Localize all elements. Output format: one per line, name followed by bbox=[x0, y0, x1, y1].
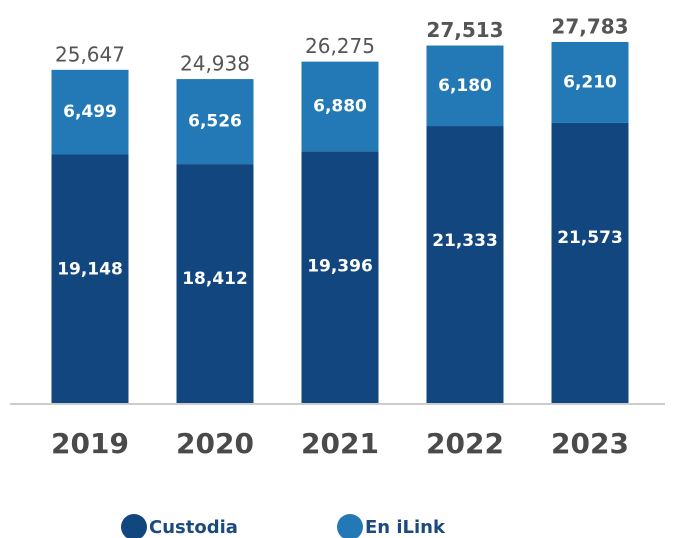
bar-segment bbox=[426, 126, 504, 405]
legend-label: En iLink bbox=[365, 517, 446, 538]
bar-segment bbox=[51, 154, 129, 404]
bar-segment bbox=[301, 61, 379, 152]
segment-label: 21,573 bbox=[557, 228, 623, 248]
bar-segment bbox=[551, 42, 629, 123]
bar-segment bbox=[426, 45, 504, 127]
bar-segment bbox=[176, 164, 254, 404]
legend-marker bbox=[337, 514, 363, 538]
segment-label: 19,148 bbox=[57, 260, 123, 280]
bar-segment bbox=[301, 151, 379, 404]
x-tick-label: 2022 bbox=[426, 427, 504, 460]
total-label: 25,647 bbox=[55, 42, 125, 66]
x-tick-label: 2021 bbox=[301, 427, 379, 460]
legend-label: Custodia bbox=[149, 517, 238, 538]
x-tick-label: 2019 bbox=[51, 427, 129, 460]
legend-marker bbox=[121, 514, 147, 538]
segment-label: 6,180 bbox=[438, 76, 492, 96]
total-label: 27,783 bbox=[551, 15, 628, 39]
segment-label: 18,412 bbox=[182, 269, 248, 289]
segment-label: 6,880 bbox=[313, 96, 367, 116]
total-label: 24,938 bbox=[180, 52, 250, 76]
segment-label: 19,396 bbox=[307, 256, 373, 276]
total-label: 27,513 bbox=[426, 18, 503, 42]
segment-label: 6,499 bbox=[63, 102, 117, 122]
x-tick-label: 2020 bbox=[176, 427, 254, 460]
bar-segment bbox=[176, 79, 254, 165]
segment-label: 21,333 bbox=[432, 231, 498, 251]
segment-label: 6,526 bbox=[188, 112, 242, 132]
bar-segment bbox=[551, 122, 629, 404]
segment-label: 6,210 bbox=[563, 72, 617, 92]
total-label: 26,275 bbox=[305, 34, 375, 58]
x-tick-label: 2023 bbox=[551, 427, 629, 460]
bar-segment bbox=[51, 69, 129, 155]
